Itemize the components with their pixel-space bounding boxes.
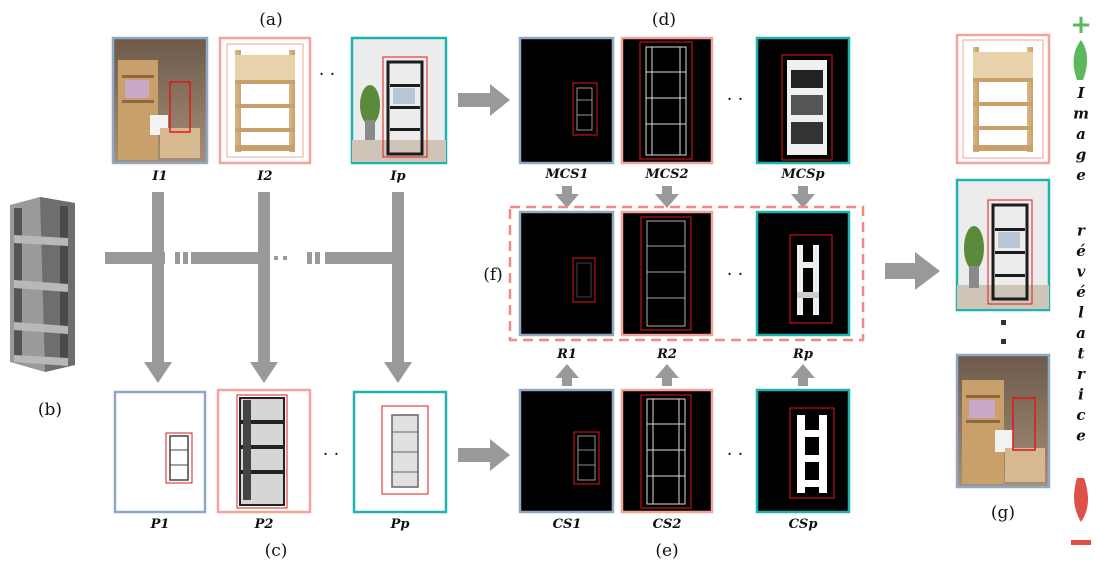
- label-f: (f): [483, 265, 503, 285]
- caption-mcsp: MCSp: [780, 167, 824, 182]
- ranked-1: [955, 33, 1051, 165]
- ranking-letter: t: [1078, 345, 1085, 363]
- ellipsis-f: · ·: [727, 265, 743, 285]
- cs-2: [620, 388, 714, 514]
- projection-arrows: [105, 192, 412, 383]
- result-r2: [620, 210, 714, 337]
- arrows-mcs-to-r: [555, 186, 815, 208]
- ranking-letter: a: [1076, 125, 1086, 143]
- caption-p1: P1: [150, 517, 170, 532]
- ranked-last: [955, 353, 1051, 489]
- result-r1: [518, 210, 615, 337]
- ranking-scale: +: [1070, 10, 1092, 545]
- caption-pp: Pp: [390, 517, 410, 532]
- arrows-cs-to-r: [555, 364, 815, 386]
- ellipsis-a: · ·: [319, 65, 335, 85]
- projection-p1: [113, 390, 207, 514]
- ranking-letter: é: [1076, 283, 1086, 301]
- arrow-to-cs: [458, 439, 510, 471]
- cs-1: [518, 388, 615, 514]
- label-a: (a): [259, 10, 282, 30]
- plus-icon: +: [1070, 10, 1092, 40]
- label-g: (g): [991, 503, 1015, 523]
- caption-r2: R2: [656, 347, 677, 362]
- caption-r1: R1: [556, 347, 577, 362]
- ranked-dots: [1001, 320, 1006, 344]
- caption-csp: CSp: [789, 517, 818, 532]
- ranking-letter: I: [1076, 84, 1085, 102]
- image-ip: [350, 36, 448, 165]
- ranking-letter: l: [1078, 304, 1084, 322]
- caption-mcs2: MCS2: [644, 167, 688, 182]
- minus-icon: [1071, 540, 1091, 545]
- caption-rp: Rp: [792, 347, 813, 362]
- arrow-to-mcs: [458, 84, 510, 116]
- ranking-letter: v: [1077, 263, 1086, 281]
- mcs-1: [518, 36, 615, 165]
- image-i2: [218, 36, 312, 165]
- ellipsis-d: · ·: [727, 90, 743, 110]
- mcs-2: [620, 36, 714, 165]
- ranking-letter: r: [1077, 222, 1086, 240]
- label-b: (b): [38, 400, 62, 420]
- ranked-2: [955, 178, 1051, 312]
- ranking-letter: c: [1076, 406, 1085, 424]
- caption-mcs1: MCS1: [544, 167, 588, 182]
- ranking-letter: e: [1076, 427, 1086, 445]
- projection-pp: [352, 390, 448, 514]
- arrow-up-icon: [1073, 40, 1088, 80]
- caption-ip: Ip: [389, 169, 405, 184]
- ranking-letter: é: [1076, 242, 1086, 260]
- caption-cs2: CS2: [653, 517, 682, 532]
- label-e: (e): [655, 541, 678, 561]
- projection-p2: [216, 388, 312, 514]
- ranking-letter: r: [1077, 365, 1086, 383]
- ranking-letter: m: [1073, 105, 1089, 123]
- 3d-model: [10, 197, 75, 372]
- ranking-letter: i: [1078, 386, 1084, 404]
- result-rp: [755, 210, 851, 337]
- arrow-down-icon: [1074, 478, 1088, 522]
- label-d: (d): [652, 10, 676, 30]
- ellipsis-c: · ·: [323, 445, 339, 465]
- image-i1: [111, 36, 209, 165]
- ellipsis-e: · ·: [727, 445, 743, 465]
- caption-i2: I2: [256, 169, 272, 184]
- label-c: (c): [265, 541, 288, 561]
- caption-cs1: CS1: [553, 517, 582, 532]
- caption-p2: P2: [254, 517, 274, 532]
- mcs-p: [755, 36, 851, 165]
- caption-i1: I1: [151, 169, 167, 184]
- ranking-letter: a: [1076, 324, 1086, 342]
- results-box: [508, 205, 865, 342]
- ranking-letter: g: [1076, 146, 1087, 164]
- cs-p: [755, 388, 851, 514]
- ranking-letter: e: [1076, 166, 1086, 184]
- arrow-to-ranking: [885, 252, 940, 290]
